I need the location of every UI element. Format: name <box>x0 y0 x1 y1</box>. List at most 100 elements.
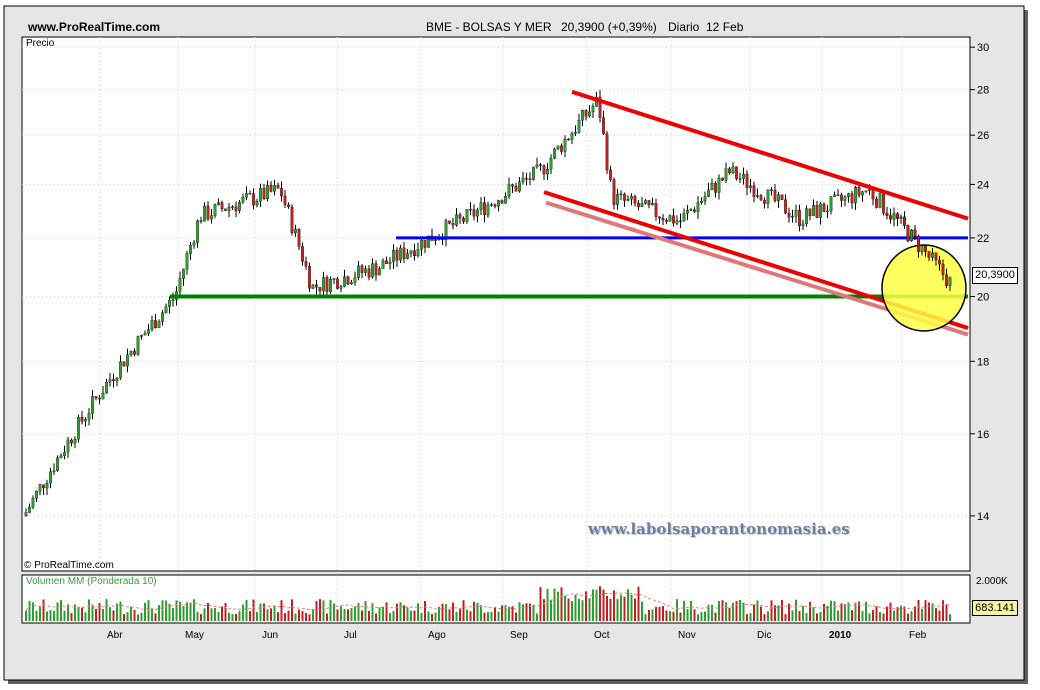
volume-bar <box>203 608 206 621</box>
volume-bar <box>763 614 766 621</box>
candle-body <box>98 397 101 400</box>
volume-bar <box>553 588 556 621</box>
volume-bar <box>137 614 139 621</box>
volume-bar <box>298 609 300 621</box>
candle-body <box>679 220 682 222</box>
candle-body <box>304 261 308 267</box>
candle-body <box>182 268 185 279</box>
volume-bar <box>896 607 899 621</box>
candle-body <box>315 284 318 288</box>
candle-body <box>738 178 742 180</box>
candle-body <box>455 214 458 226</box>
candle-body <box>654 203 658 217</box>
volume-bar <box>609 598 612 621</box>
volume-bar <box>648 609 650 621</box>
volume-bar <box>410 610 412 621</box>
candle-body <box>31 498 35 508</box>
candle-body <box>791 216 794 218</box>
y-tick-label: 22 <box>977 233 989 245</box>
candle-body <box>371 263 374 278</box>
volume-bar <box>438 606 440 621</box>
volume-bar <box>942 600 944 621</box>
volume-bar <box>868 613 871 621</box>
volume-bar <box>224 602 227 621</box>
candle-body <box>710 182 714 191</box>
candle-body <box>115 377 119 382</box>
volume-bar <box>595 589 598 621</box>
watermark-link[interactable]: www.labolsaporantonomasia.es <box>588 520 850 538</box>
x-tick-label: Sep <box>510 630 528 641</box>
volume-bar <box>683 600 685 621</box>
candle-body <box>469 209 472 211</box>
volume-bar <box>812 607 815 621</box>
volume-bar <box>427 611 430 621</box>
volume-bar <box>627 589 629 621</box>
volume-bar <box>179 601 181 621</box>
volume-bar <box>221 606 223 621</box>
x-tick-label: May <box>185 630 204 641</box>
volume-bar <box>147 600 150 621</box>
volume-bar <box>791 610 794 621</box>
candle-body <box>532 166 535 180</box>
candle-body <box>598 96 602 118</box>
candle-body <box>584 110 588 117</box>
volume-bar <box>420 612 423 621</box>
volume-bar <box>378 607 381 621</box>
volume-bar <box>847 602 850 621</box>
volume-bar <box>560 587 563 621</box>
volume-bar <box>189 603 192 621</box>
volume-bar <box>718 600 720 621</box>
volume-bar <box>795 599 797 621</box>
resistance-trendline <box>571 89 969 221</box>
candle-body <box>752 185 756 197</box>
volume-bar <box>875 606 878 621</box>
candle-body <box>794 210 798 217</box>
candle-body <box>63 452 66 456</box>
candle-body <box>570 133 574 140</box>
candle-body <box>525 178 528 180</box>
volume-bar <box>336 609 339 621</box>
candle-body <box>696 202 700 212</box>
volume-bar <box>357 603 360 621</box>
volume-bar <box>907 613 909 621</box>
volume-bar <box>742 602 745 621</box>
candle-body <box>168 299 171 307</box>
candle-body <box>493 204 497 207</box>
candle-body <box>665 219 668 222</box>
candle-body <box>227 206 231 211</box>
volume-bar <box>903 606 906 621</box>
volume-bar <box>487 612 489 621</box>
candle-body <box>185 253 189 270</box>
candle-body <box>297 229 301 247</box>
candle-body <box>892 213 896 220</box>
volume-bar <box>280 600 283 621</box>
volume-bar <box>777 605 780 621</box>
volume-title: Volumen MM (Ponderada 10) <box>26 576 157 587</box>
candle-body <box>703 196 707 202</box>
volume-bar <box>175 600 178 621</box>
candle-body <box>150 320 154 330</box>
volume-bar <box>564 595 566 621</box>
volume-bar <box>819 612 822 621</box>
volume-bar <box>739 599 741 621</box>
volume-bar <box>403 605 405 621</box>
candle-body <box>658 216 661 219</box>
candle-body <box>416 249 420 257</box>
candle-body <box>805 208 808 225</box>
volume-bar <box>109 607 111 621</box>
candle-body <box>364 268 367 273</box>
volume-bar <box>406 607 409 621</box>
candle-body <box>567 138 570 141</box>
volume-bar <box>245 599 248 621</box>
volume-bar <box>581 600 584 621</box>
candle-body <box>511 184 514 187</box>
volume-bar <box>728 607 731 621</box>
candle-body <box>66 439 70 453</box>
volume-bar <box>319 599 321 621</box>
volume-bar <box>651 609 654 621</box>
candle-body <box>787 213 791 218</box>
volume-tick: 2.000K <box>976 576 1008 587</box>
volume-bar <box>679 612 682 621</box>
candle-body <box>203 205 206 222</box>
candle-body <box>126 354 129 367</box>
